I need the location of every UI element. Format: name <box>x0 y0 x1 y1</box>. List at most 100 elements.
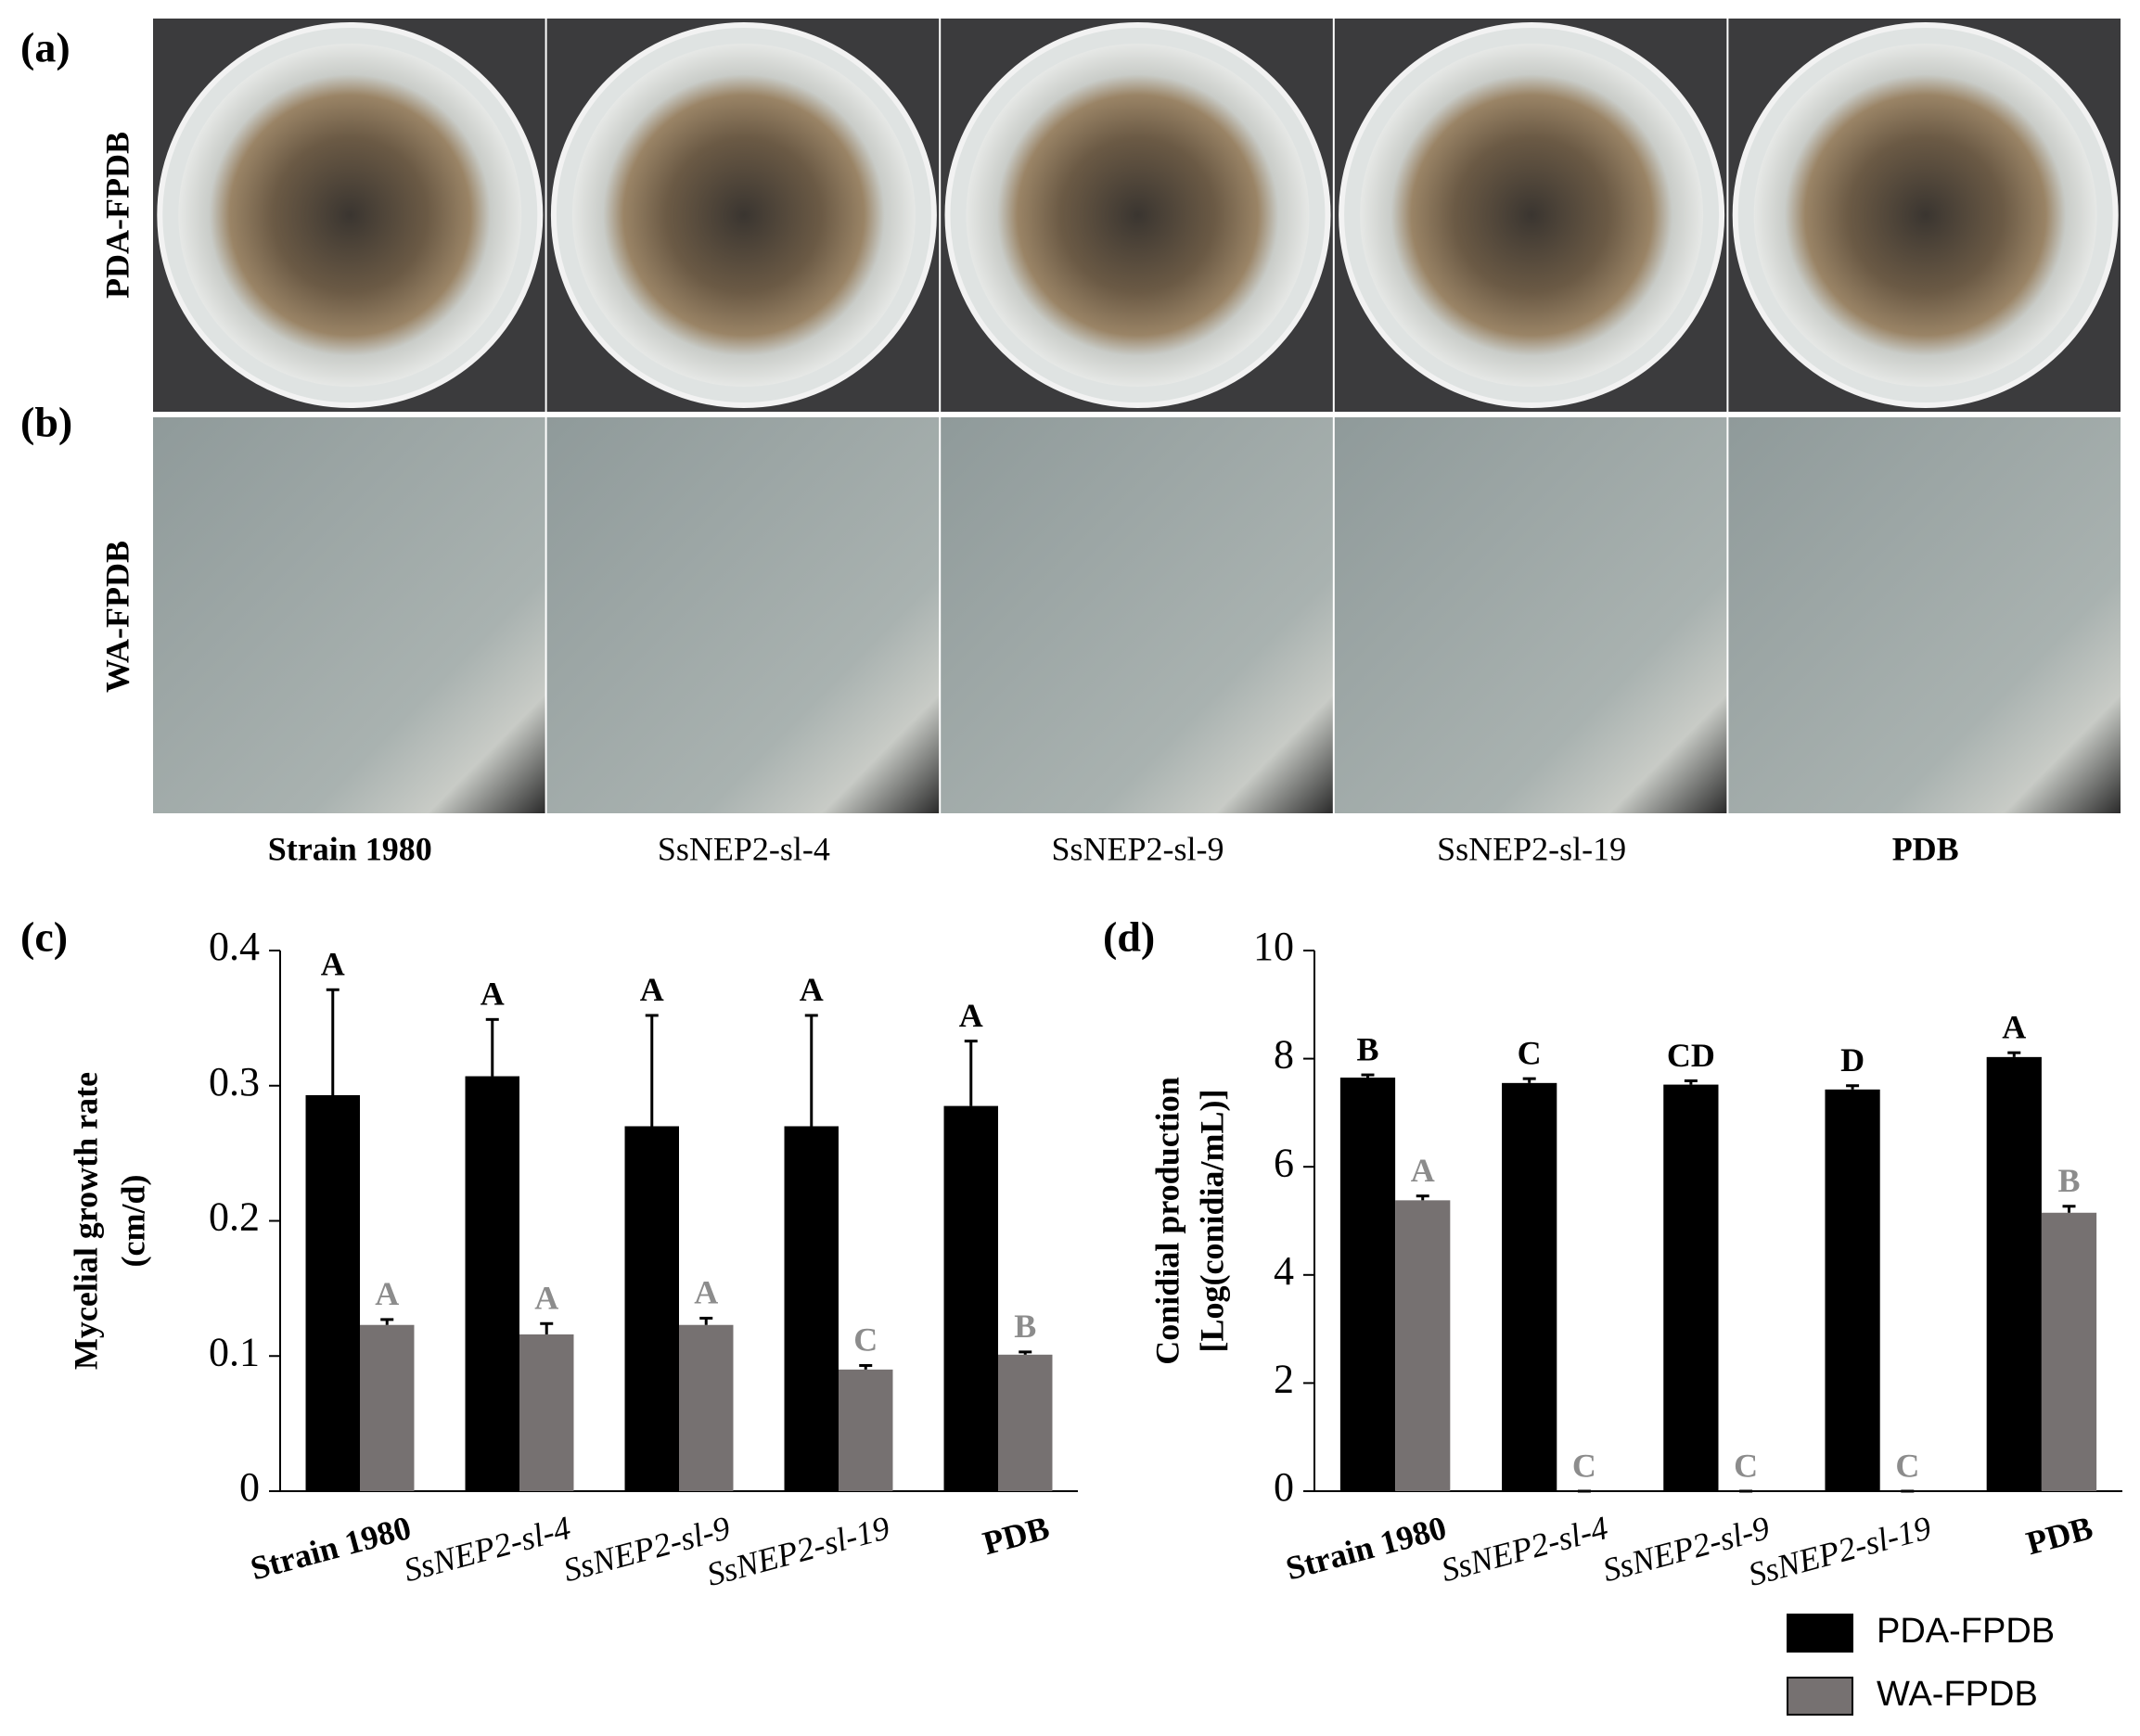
bar <box>519 1334 574 1491</box>
significance-label: C <box>1734 1447 1758 1484</box>
significance-label: A <box>375 1275 399 1312</box>
colony <box>1753 44 2097 387</box>
significance-label: A <box>640 971 664 1008</box>
legend-label: WA-FPDB <box>1877 1675 2038 1714</box>
column-label: SsNEP2-sl-19 <box>1437 830 1626 867</box>
x-tick-label: PDB <box>979 1509 1053 1562</box>
significance-label: B <box>1356 1030 1378 1067</box>
bar <box>624 1126 679 1491</box>
colony <box>571 44 916 387</box>
colony <box>1360 44 1704 387</box>
y-tick-label: 10 <box>1253 924 1294 969</box>
x-tick-label: SsNEP2-sl-19 <box>1744 1509 1934 1593</box>
photo-bg <box>941 417 1333 813</box>
panel-label: (c) <box>20 913 68 961</box>
significance-label: C <box>853 1321 878 1359</box>
panel-label: (a) <box>20 24 70 71</box>
bar <box>2041 1212 2097 1491</box>
y-tick-label: 6 <box>1274 1140 1294 1185</box>
error-bar <box>1846 1084 1860 1090</box>
x-tick-label: Strain 1980 <box>247 1509 415 1587</box>
bar <box>1395 1200 1451 1491</box>
error-bar <box>380 1318 394 1325</box>
x-tick-label: Strain 1980 <box>1282 1509 1450 1587</box>
error-bar <box>2062 1205 2076 1213</box>
row-label: WA-FPDB <box>98 541 135 693</box>
photo-bg <box>546 417 940 813</box>
significance-label: A <box>321 946 345 983</box>
error-bar <box>2007 1051 2021 1057</box>
bar <box>1825 1089 1880 1491</box>
y-tick-label: 0 <box>239 1464 260 1510</box>
error-bar <box>1361 1073 1375 1079</box>
photo-bg <box>1728 417 2121 813</box>
y-axis-title: Conidial production <box>1148 1077 1185 1364</box>
bar <box>784 1126 839 1491</box>
y-tick-label: 4 <box>1274 1248 1294 1294</box>
significance-label: CD <box>1667 1037 1715 1074</box>
error-bar <box>326 988 340 1095</box>
bar <box>1663 1084 1719 1491</box>
panel-label: (d) <box>1103 913 1155 961</box>
bar <box>1986 1056 2042 1491</box>
x-tick-label: SsNEP2-sl-19 <box>703 1509 893 1593</box>
error-bar <box>645 1014 659 1127</box>
x-tick-label: SsNEP2-sl-4 <box>400 1509 574 1589</box>
colony <box>966 44 1310 387</box>
photo-bg <box>1334 417 1727 813</box>
bar <box>360 1324 415 1491</box>
significance-label: A <box>959 997 983 1034</box>
error-bar <box>804 1014 818 1127</box>
column-label: PDB <box>1892 830 1959 867</box>
error-bar <box>1019 1350 1032 1355</box>
bar <box>839 1369 893 1491</box>
column-label: SsNEP2-sl-4 <box>658 830 830 867</box>
significance-label: A <box>481 976 505 1013</box>
row-label: PDA-FPDB <box>98 132 135 299</box>
legend-swatch <box>1787 1677 1853 1716</box>
y-tick-label: 0.3 <box>209 1059 260 1104</box>
y-tick-label: 0.4 <box>209 924 260 969</box>
photos <box>153 19 2121 813</box>
x-tick-label: SsNEP2-sl-4 <box>1437 1509 1611 1589</box>
y-tick-label: 0.2 <box>209 1194 260 1240</box>
error-bar <box>1684 1079 1698 1085</box>
column-label: Strain 1980 <box>268 830 432 867</box>
x-tick-label: SsNEP2-sl-9 <box>1599 1509 1774 1589</box>
significance-label: A <box>2002 1008 2026 1045</box>
y-axis-title: Mycelial growth rate <box>67 1072 104 1370</box>
x-tick-label: PDB <box>2022 1509 2096 1562</box>
legend-label: PDA-FPDB <box>1877 1612 2055 1651</box>
error-bar <box>1416 1194 1429 1201</box>
error-bar <box>964 1040 978 1106</box>
legend-swatch <box>1787 1614 1853 1653</box>
significance-label: C <box>1518 1034 1542 1071</box>
y-tick-label: 2 <box>1274 1356 1294 1401</box>
bar <box>1339 1078 1396 1491</box>
y-tick-label: 0 <box>1274 1464 1294 1510</box>
bar <box>998 1354 1053 1491</box>
significance-label: D <box>1840 1041 1864 1079</box>
photo-bg <box>153 417 545 813</box>
error-bar <box>699 1316 713 1325</box>
y-tick-label: 8 <box>1274 1032 1294 1078</box>
bar <box>943 1105 998 1491</box>
panel-label: (b) <box>20 399 72 446</box>
bar <box>679 1324 734 1491</box>
significance-label: A <box>694 1274 718 1311</box>
error-bar <box>1522 1077 1536 1083</box>
y-tick-label: 0.1 <box>209 1329 260 1374</box>
significance-label: A <box>1411 1152 1435 1189</box>
significance-label: C <box>1895 1447 1919 1484</box>
significance-label: A <box>534 1280 558 1317</box>
column-label: SsNEP2-sl-9 <box>1051 830 1224 867</box>
bar <box>305 1094 360 1491</box>
y-axis-title: [Log(conidia/mL)] <box>1193 1090 1230 1353</box>
error-bar <box>540 1321 554 1334</box>
bar <box>1502 1082 1557 1491</box>
significance-label: B <box>1014 1308 1036 1345</box>
significance-label: A <box>800 971 824 1008</box>
error-bar <box>859 1363 873 1370</box>
error-bar <box>485 1017 499 1077</box>
